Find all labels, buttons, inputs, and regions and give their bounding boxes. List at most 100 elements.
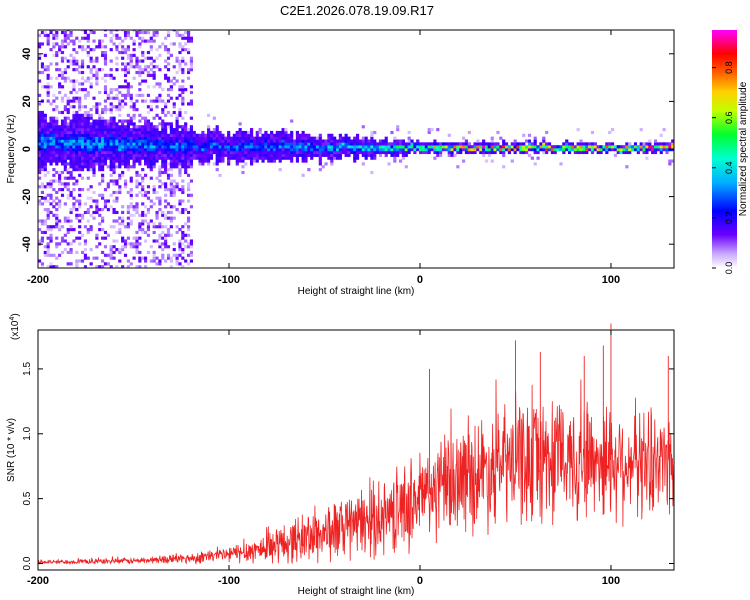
heatmap-cell <box>310 142 314 146</box>
heatmap-cell <box>184 42 188 46</box>
heatmap-cell <box>92 130 96 135</box>
heatmap-cell <box>158 148 162 152</box>
heatmap-cell <box>628 150 632 155</box>
heatmap-cell <box>66 130 70 135</box>
heatmap-cell <box>522 133 526 137</box>
heatmap-cell <box>381 148 385 152</box>
heatmap-cell <box>367 139 371 143</box>
heatmap-cell <box>129 245 133 249</box>
heatmap-cell <box>504 142 509 146</box>
heatmap-cell <box>433 145 437 149</box>
heatmap-cell <box>40 85 45 89</box>
heatmap-cell <box>189 130 193 135</box>
heatmap-cell <box>78 113 82 117</box>
heatmap-cell <box>533 150 537 155</box>
heatmap-cell <box>83 159 87 163</box>
heatmap-cell <box>645 142 649 146</box>
heatmap-cell <box>98 113 102 117</box>
heatmap-cell <box>605 142 609 146</box>
heatmap-cell <box>462 148 466 152</box>
heatmap-cell <box>112 245 116 249</box>
heatmap-cell <box>628 145 632 149</box>
heatmap-cell <box>247 133 251 137</box>
heatmap-cell <box>83 150 87 155</box>
heatmap-cell <box>490 139 494 143</box>
heatmap-cell <box>89 228 93 232</box>
heatmap-cell <box>166 110 171 115</box>
heatmap-cell <box>525 150 529 155</box>
heatmap-cell <box>135 250 139 255</box>
heatmap-cell <box>298 133 302 137</box>
snr-scale-prefix: (x10 <box>10 320 21 340</box>
heatmap-cell <box>464 139 469 143</box>
heatmap-cell <box>43 165 47 169</box>
heatmap-cell <box>645 145 649 149</box>
heatmap-cell <box>625 145 629 149</box>
heatmap-cell <box>158 53 162 57</box>
heatmap-cell <box>439 153 443 157</box>
heatmap-cell <box>207 162 211 166</box>
heatmap-cell <box>141 79 145 83</box>
heatmap-cell <box>172 82 176 86</box>
heatmap-cell <box>58 202 62 206</box>
heatmap-cell <box>169 156 173 160</box>
heatmap-cell <box>166 245 171 249</box>
heatmap-cell <box>519 142 523 146</box>
heatmap-cell <box>401 142 405 146</box>
heatmap-cell <box>513 148 517 152</box>
heatmap-cell <box>52 265 56 268</box>
heatmap-cell <box>46 42 50 46</box>
heatmap-cell <box>95 76 99 80</box>
heatmap-cell <box>112 136 116 140</box>
heatmap-cell <box>149 108 153 112</box>
heatmap-cell <box>275 130 279 135</box>
heatmap-cell <box>353 142 357 146</box>
heatmap-cell <box>264 142 268 146</box>
heatmap-cell <box>622 145 626 149</box>
x-tick-label: 0 <box>417 575 423 587</box>
heatmap-cell <box>63 176 67 180</box>
heatmap-cell <box>55 133 59 137</box>
heatmap-cell <box>80 130 85 135</box>
heatmap-cell <box>186 70 191 75</box>
heatmap-cell <box>115 68 119 72</box>
heatmap-cell <box>121 85 125 89</box>
heatmap-cell <box>318 162 322 166</box>
heatmap-cell <box>378 139 383 143</box>
heatmap-cell <box>49 162 53 166</box>
heatmap-cell <box>264 133 268 137</box>
heatmap-cell <box>166 99 171 103</box>
heatmap-cell <box>72 116 76 120</box>
heatmap-cell <box>169 210 173 215</box>
heatmap-cell <box>109 156 113 160</box>
heatmap-cell <box>232 150 236 155</box>
heatmap-cell <box>387 142 391 146</box>
heatmap-cell <box>175 259 179 263</box>
heatmap-cell <box>101 250 105 255</box>
heatmap-cell <box>98 122 102 126</box>
heatmap-cell <box>178 199 182 203</box>
heatmap-cell <box>181 88 185 92</box>
heatmap-cell <box>344 139 348 143</box>
heatmap-cell <box>559 162 563 166</box>
heatmap-cell <box>258 150 262 155</box>
heatmap-cell <box>235 130 239 135</box>
heatmap-cell <box>135 248 139 252</box>
heatmap-cell <box>215 150 219 155</box>
heatmap-cell <box>189 179 193 183</box>
heatmap-cell <box>267 159 271 163</box>
heatmap-cell <box>69 193 73 197</box>
heatmap-cell <box>155 210 159 215</box>
heatmap-cell <box>86 50 90 55</box>
heatmap-cell <box>164 153 168 157</box>
heatmap-cell <box>186 199 191 203</box>
heatmap-cell <box>636 148 640 152</box>
heatmap-cell <box>69 90 73 95</box>
heatmap-cell <box>115 133 119 137</box>
heatmap-cell <box>89 133 93 137</box>
heatmap-cell <box>204 150 208 155</box>
heatmap-cell <box>63 162 67 166</box>
heatmap-cell <box>651 148 655 152</box>
heatmap-cell <box>129 148 133 152</box>
heatmap-cell <box>152 73 156 77</box>
